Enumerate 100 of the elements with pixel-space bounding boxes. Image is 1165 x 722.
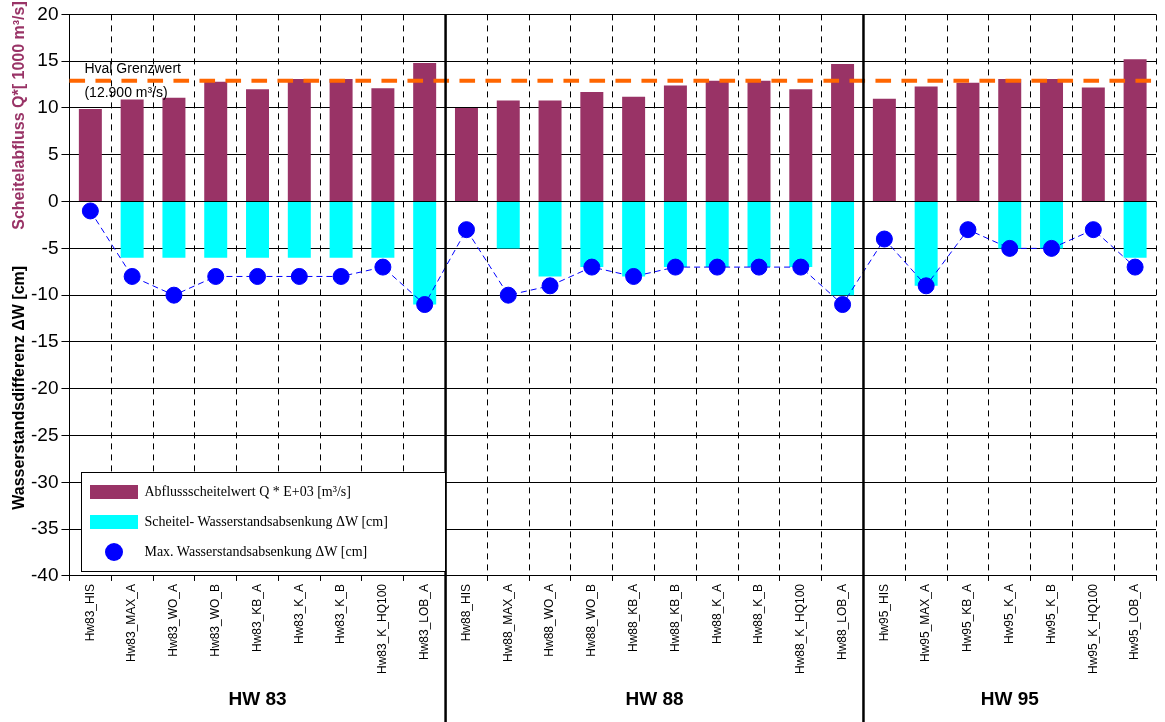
point: [959, 221, 977, 239]
bar: [329, 78, 353, 202]
point: [1043, 239, 1061, 257]
point: [416, 296, 434, 314]
y-tick-label: 10: [37, 96, 59, 118]
legend-label: Scheitel- Wasserstandsabsenkung ΔW [cm]: [144, 513, 388, 530]
point: [165, 286, 183, 304]
point: [457, 221, 475, 239]
point: [917, 277, 935, 295]
y-tick-label: 20: [37, 2, 59, 24]
bar: [998, 78, 1022, 202]
y-tick-label: -5: [41, 236, 59, 258]
bar: [329, 202, 353, 258]
y-tick-label: -30: [30, 470, 59, 492]
y-tick-label: -20: [30, 377, 59, 398]
bar: [413, 202, 437, 305]
bar: [496, 100, 520, 202]
x-tick-label: Hw95_K_A: [1002, 583, 1017, 644]
x-tick-label: Hw83_HIS: [82, 583, 97, 642]
bar: [956, 82, 980, 202]
bar: [287, 78, 311, 202]
bar: [538, 100, 562, 202]
x-tick-label: Hw88_MAX_A: [500, 583, 515, 662]
point: [541, 277, 559, 295]
bar: [831, 202, 855, 296]
y-tick-label: -40: [30, 564, 59, 586]
x-tick-label: Hw88_WO_B: [584, 583, 599, 657]
legend-label: Max. Wasserstandsabsenkung ΔW [cm]: [144, 543, 368, 560]
point: [81, 202, 99, 220]
x-tick-label: Hw95_K_B: [1043, 583, 1058, 644]
y-tick-label: -15: [30, 330, 59, 352]
x-tick-label: Hw88_HIS: [458, 583, 473, 642]
bar: [872, 98, 896, 202]
bar: [663, 85, 687, 202]
point: [249, 267, 267, 285]
bar: [120, 99, 144, 202]
bar: [1123, 202, 1147, 258]
point: [708, 258, 726, 276]
text: HW 95: [980, 688, 1040, 710]
bar: [831, 64, 855, 202]
x-tick-label: Hw83_K_HQ100: [375, 583, 390, 675]
x-tick-label: Hw83_LOB_A: [416, 583, 431, 660]
bar: [580, 202, 604, 268]
bar: [204, 202, 228, 258]
y-tick-label: -25: [30, 423, 59, 445]
point: [1126, 258, 1144, 276]
y-tick-label: -35: [30, 517, 59, 539]
text: HW 83: [228, 688, 287, 710]
x-tick-label: Hw88_KB_B: [667, 583, 682, 652]
bar: [914, 202, 938, 286]
x-tick-label: Hw88_K_B: [751, 583, 766, 644]
point: [625, 267, 643, 285]
bar: [371, 88, 395, 202]
bar: [246, 202, 270, 258]
bar: [120, 202, 144, 258]
point: [499, 286, 517, 304]
x-tick-label: Hw88_LOB_A: [834, 583, 849, 660]
point: [290, 267, 308, 285]
bar: [538, 202, 562, 277]
x-tick-label: Hw88_K_A: [709, 583, 724, 644]
ref-line-label: Hval Grenzwert (12.900 m³/s): [84, 59, 182, 100]
bar: [371, 202, 395, 258]
x-tick-label: Hw95_KB_A: [960, 583, 975, 652]
bar: [789, 89, 813, 202]
x-tick-label: Hw88_K_HQ100: [793, 583, 808, 675]
point: [792, 258, 810, 276]
x-tick-label: Hw83_KB_A: [249, 583, 264, 652]
x-tick-label: Hw95_K_HQ100: [1085, 583, 1100, 675]
point: [1001, 239, 1019, 257]
bar: [496, 202, 520, 249]
point: [834, 296, 852, 314]
point: [666, 258, 684, 276]
x-tick-label: Hw83_K_B: [333, 583, 348, 644]
x-tick-label: Hw83_MAX_A: [124, 583, 139, 662]
text: HW 88: [625, 688, 684, 710]
y-tick-label: 15: [37, 49, 59, 71]
y-tick-label: 5: [47, 143, 59, 165]
point: [332, 267, 350, 285]
y-tick-label: 0: [47, 189, 59, 211]
bar: [1123, 59, 1147, 202]
x-tick-label: Hw83_K_A: [291, 583, 306, 644]
x-tick-label: Hw95_LOB_A: [1127, 583, 1142, 660]
bar: [78, 108, 102, 202]
bar: [622, 96, 646, 202]
bar: [580, 92, 604, 202]
bar: [789, 202, 813, 268]
x-tick-label: Hw88_KB_A: [625, 583, 640, 652]
point: [374, 258, 392, 276]
bar: [162, 202, 186, 258]
bar: [287, 202, 311, 258]
point: [583, 258, 601, 276]
bar: [1081, 87, 1105, 202]
bar: [705, 202, 729, 268]
bar: [622, 202, 646, 277]
bar: [413, 63, 437, 202]
bar: [246, 89, 270, 202]
legend-label: Abflussscheitelwert Q * E+03 [m³/s]: [144, 483, 351, 500]
bar: [747, 80, 771, 202]
y-axis-title: Wasserstandsdifferenz ΔW [cm]: [10, 265, 28, 510]
x-tick-label: Hw83_WO_B: [208, 583, 223, 657]
